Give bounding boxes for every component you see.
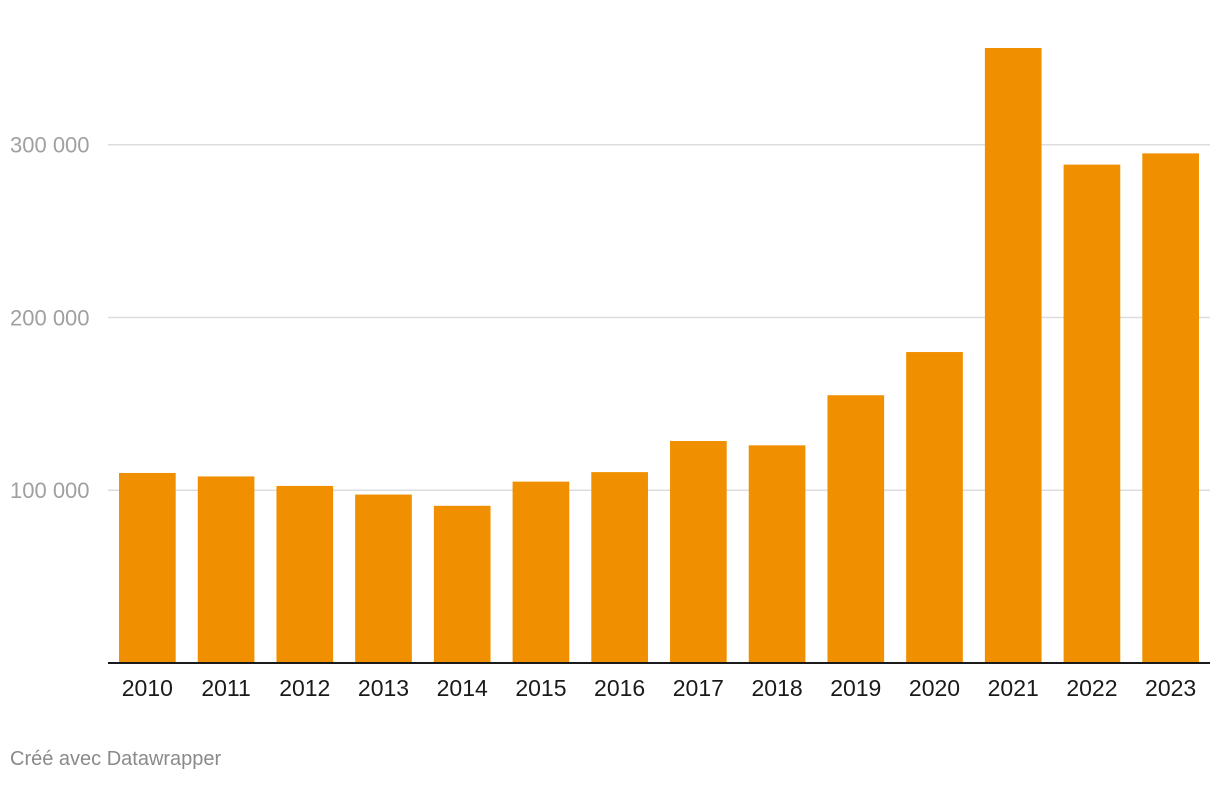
- bar-2019[interactable]: [827, 395, 885, 663]
- bar-2010[interactable]: [119, 472, 176, 663]
- x-tick-label-2011: 2011: [201, 675, 250, 701]
- bar-2014[interactable]: [433, 505, 491, 663]
- bar-2013[interactable]: [355, 494, 412, 663]
- bar-2020[interactable]: [906, 352, 963, 663]
- x-tick-label-2013: 2013: [358, 675, 409, 701]
- x-tick-label-2018: 2018: [751, 675, 802, 701]
- bar-2017[interactable]: [670, 441, 727, 663]
- x-tick-label-2021: 2021: [988, 675, 1039, 701]
- bar-2015[interactable]: [512, 481, 570, 663]
- datawrapper-credit[interactable]: Créé avec Datawrapper: [10, 748, 222, 770]
- x-axis-tick-labels: 2010 2011 2012 2013 2014 2015 2016 2017 2018 2019…: [122, 675, 1196, 701]
- bar-2018[interactable]: [748, 445, 806, 663]
- x-tick-label-2014: 2014: [437, 675, 488, 701]
- bar-2022[interactable]: [1063, 164, 1121, 663]
- x-tick-label-2020: 2020: [909, 675, 960, 701]
- bar-2016[interactable]: [591, 472, 648, 663]
- y-tick-label-300000: 300 000: [10, 133, 90, 158]
- x-tick-label-2017: 2017: [673, 675, 724, 701]
- x-tick-label-2019: 2019: [830, 675, 881, 701]
- bar-2021[interactable]: [984, 48, 1042, 663]
- gridlines: [108, 143, 1210, 491]
- y-axis-tick-labels: 100 000 200 000 300 000: [10, 133, 90, 504]
- x-tick-label-2022: 2022: [1066, 675, 1117, 701]
- bars: [119, 48, 1199, 663]
- x-tick-label-2010: 2010: [122, 675, 173, 701]
- x-tick-label-2023: 2023: [1145, 675, 1196, 701]
- y-tick-label-100000: 100 000: [10, 478, 90, 503]
- x-tick-label-2015: 2015: [515, 675, 566, 701]
- x-tick-label-2012: 2012: [279, 675, 330, 701]
- x-tick-label-2016: 2016: [594, 675, 645, 701]
- y-tick-label-200000: 200 000: [10, 305, 90, 330]
- bar-2011[interactable]: [197, 476, 255, 663]
- bar-2023[interactable]: [1142, 153, 1199, 663]
- bar-2012[interactable]: [276, 485, 334, 663]
